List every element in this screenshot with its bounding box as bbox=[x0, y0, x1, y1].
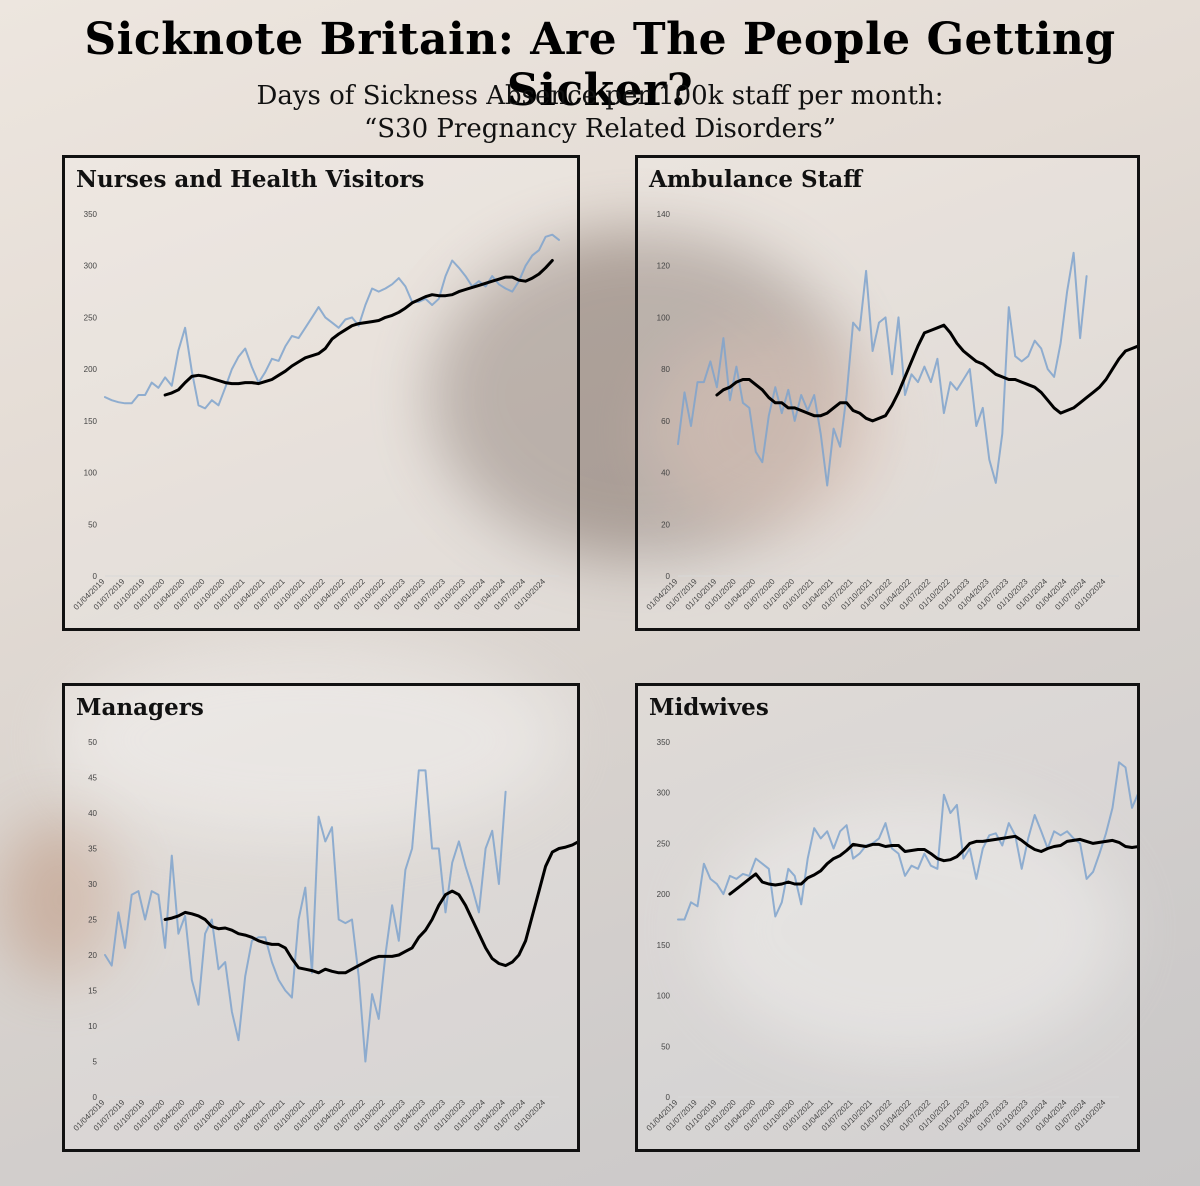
background-photo-blob bbox=[60, 640, 560, 840]
subtitle-line-2: “S30 Pregnancy Related Disorders” bbox=[363, 114, 837, 144]
y-tick-label: 25 bbox=[88, 916, 97, 925]
monthly-series-line bbox=[104, 233, 560, 410]
y-tick-label: 350 bbox=[84, 210, 98, 219]
y-tick-label: 15 bbox=[88, 987, 97, 996]
main-title: Sicknote Britain: Are The People Getting… bbox=[84, 14, 1116, 116]
chart-midwives: 05010015020025030035001/04/201901/07/201… bbox=[645, 738, 1137, 1133]
y-tick-label: 120 bbox=[657, 262, 671, 271]
y-tick-label: 50 bbox=[88, 738, 97, 747]
chart-panel-managers: 0 5 10 15 20 25 30 35 40 45 50 01/04/2019 01/07/2019… bbox=[62, 683, 580, 1152]
y-tick-label: 20 bbox=[88, 951, 97, 960]
monthly-series-line bbox=[677, 761, 1137, 921]
y-tick-label: 40 bbox=[88, 809, 97, 818]
y-tick-label: 80 bbox=[661, 365, 670, 374]
y-tick-label: 140 bbox=[657, 210, 671, 219]
chart-title: Ambulance Staff bbox=[649, 166, 863, 193]
chart-panel-midwives: 0 50 100 150 200 250 300 350 01/04/2019 01/07/201… bbox=[635, 683, 1140, 1152]
subtitle-line-1: Days of Sickness Absence per 100k staff … bbox=[256, 81, 944, 111]
y-tick-label: 200 bbox=[657, 890, 671, 899]
y-tick-label: 100 bbox=[657, 992, 671, 1001]
y-tick-label: 100 bbox=[84, 469, 98, 478]
chart-panel-ambulance: 0 20 40 60 80 100 120 140 01/04/2019 01/07/2019 01… bbox=[635, 155, 1140, 631]
y-tick-label: 0 bbox=[93, 1093, 98, 1102]
y-tick-label: 250 bbox=[84, 313, 98, 322]
monthly-series-line bbox=[677, 251, 1088, 487]
y-tick-label: 300 bbox=[657, 789, 671, 798]
y-tick-label: 45 bbox=[88, 774, 97, 783]
chart-nurses: 05010015020025030035001/04/201901/07/201… bbox=[72, 210, 560, 612]
y-tick-label: 10 bbox=[88, 1022, 97, 1031]
chart-title: Managers bbox=[76, 694, 204, 721]
y-tick-label: 250 bbox=[657, 839, 671, 848]
y-tick-label: 350 bbox=[657, 738, 671, 747]
chart-ambulance: 02040608010012014001/04/201901/07/201901… bbox=[645, 210, 1137, 612]
y-tick-label: 100 bbox=[657, 313, 671, 322]
y-tick-label: 150 bbox=[84, 417, 98, 426]
monthly-series-line bbox=[104, 769, 507, 1063]
y-tick-label: 0 bbox=[666, 1093, 671, 1102]
chart-title: Midwives bbox=[649, 694, 769, 721]
rolling-average-line bbox=[163, 259, 554, 397]
rolling-average-line bbox=[715, 323, 1137, 423]
y-tick-label: 30 bbox=[88, 880, 97, 889]
chart-managers: 0510152025303540455001/04/201901/07/2019… bbox=[72, 738, 577, 1133]
y-tick-label: 150 bbox=[657, 941, 671, 950]
y-tick-label: 300 bbox=[84, 262, 98, 271]
background-photo-blob bbox=[0, 820, 120, 980]
y-tick-label: 60 bbox=[661, 417, 670, 426]
y-tick-label: 50 bbox=[88, 520, 97, 529]
y-tick-label: 20 bbox=[661, 520, 670, 529]
y-tick-label: 50 bbox=[661, 1042, 670, 1051]
y-tick-label: 200 bbox=[84, 365, 98, 374]
y-tick-label: 0 bbox=[666, 572, 671, 581]
chart-panel-nurses: 0 50 100 150 200 250 300 350 01/04/2019 01/07/201… bbox=[62, 155, 580, 631]
y-tick-label: 0 bbox=[93, 572, 98, 581]
y-tick-label: 5 bbox=[93, 1058, 98, 1067]
subtitle: Days of Sickness Absence per 100k staff … bbox=[0, 80, 1200, 146]
rolling-average-line bbox=[163, 840, 577, 975]
chart-title: Nurses and Health Visitors bbox=[76, 166, 425, 193]
y-tick-label: 35 bbox=[88, 845, 97, 854]
y-tick-label: 40 bbox=[661, 469, 670, 478]
rolling-average-line bbox=[728, 834, 1137, 896]
